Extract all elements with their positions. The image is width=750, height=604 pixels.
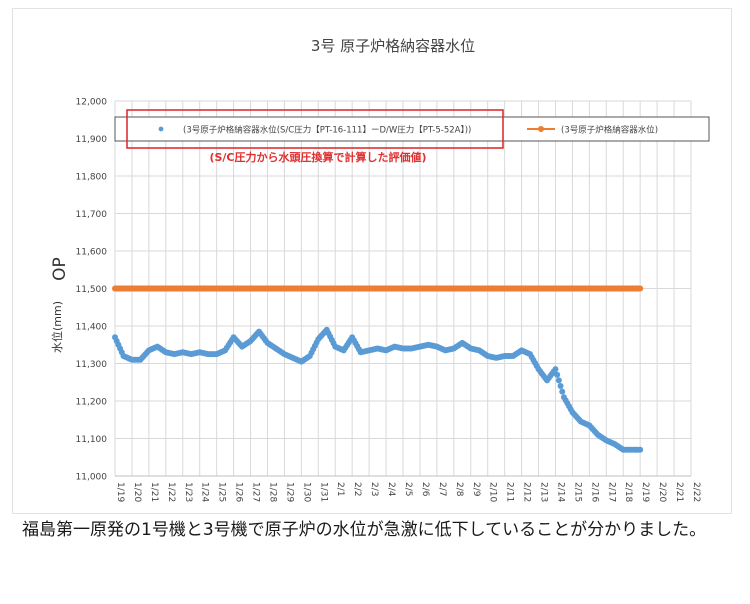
y-axis-label-unit: 水位(mm) [50, 301, 64, 353]
chart-title: 3号 原子炉格納容器水位 [311, 37, 475, 55]
x-tick-label: 1/20 [132, 482, 142, 502]
legend-highlight-box [126, 109, 504, 149]
data-point [557, 383, 564, 389]
y-axis-label-op: OP [50, 257, 70, 281]
x-tick-label: 2/9 [471, 482, 481, 497]
chart-frame: 3号 原子炉格納容器水位 11,000 11,100 11,200 11,300 11,… [12, 8, 732, 514]
x-tick-label: 2/17 [606, 482, 616, 502]
article-caption: 福島第一原発の1号機と3号機で原子炉の水位が急激に低下していることが分かりました… [22, 520, 707, 540]
y-tick-label: 11,900 [76, 135, 108, 145]
axes: 11,000 11,100 11,200 11,300 11,400 11,500 11,6… [76, 98, 702, 503]
chart-annotation: (S/C圧力から水頭圧換算で計算した評価値) [209, 150, 426, 164]
x-tick-label: 1/23 [183, 482, 193, 502]
chart-canvas: 3号 原子炉格納容器水位 11,00011,10011,20011,30011,… [50, 37, 710, 503]
y-axis-label: 水位(mm) OP [50, 257, 70, 353]
y-tick-label: 11,600 [76, 248, 108, 258]
legend: (3号原子炉格納容器水位(S/C圧力【PT-16-111】ーD/W圧力【PT-5… [114, 109, 710, 149]
x-tick-label: 2/8 [454, 482, 464, 497]
y-tick-label: 11,700 [76, 210, 108, 220]
x-tick-label: 2/18 [623, 482, 633, 502]
x-tick-label: 1/21 [149, 482, 159, 502]
x-tick-label: 2/3 [369, 482, 379, 496]
legend-label-measured: (3号原子炉格納容器水位(S/C圧力【PT-16-111】ーD/W圧力【PT-5… [183, 125, 471, 136]
x-tick-label: 2/20 [657, 482, 667, 502]
x-tick-label: 2/10 [488, 482, 498, 502]
x-tick-label: 2/16 [589, 482, 599, 502]
y-tick-label: 11,400 [76, 323, 108, 333]
x-tick-label: 2/14 [555, 482, 565, 502]
x-tick-label: 2/6 [420, 482, 430, 497]
x-tick-label: 1/28 [267, 482, 277, 502]
x-tick-label: 2/19 [640, 482, 650, 502]
x-tick-label: 1/30 [301, 482, 311, 502]
y-tick-label: 11,100 [76, 435, 108, 445]
y-tick-label: 11,500 [76, 285, 108, 295]
legend-marker-orange-dot [538, 126, 544, 132]
legend-box [114, 116, 710, 142]
x-tick-label: 2/1 [335, 482, 345, 496]
x-tick-label: 1/24 [200, 482, 210, 502]
x-tick-label: 1/31 [318, 482, 328, 502]
data-point [552, 366, 559, 373]
x-tick-label: 1/22 [166, 482, 176, 502]
data-point [637, 446, 644, 453]
x-tick-label: 2/4 [386, 482, 396, 497]
x-tick-label: 1/26 [234, 482, 244, 502]
y-tick-label: 11,000 [76, 473, 108, 483]
x-tick-label: 2/22 [691, 482, 701, 502]
x-tick-label: 2/11 [505, 482, 515, 502]
x-tick-label: 2/2 [352, 482, 362, 496]
series-layer [112, 285, 644, 453]
x-tick-label: 2/12 [522, 482, 532, 502]
data-point [554, 371, 561, 378]
x-tick-label: 2/21 [674, 482, 684, 502]
y-tick-label: 11,800 [76, 173, 108, 183]
x-tick-label: 2/15 [572, 482, 582, 502]
legend-label-water-level: (3号原子炉格納容器水位) [561, 125, 658, 136]
y-tick-label: 12,000 [76, 98, 108, 108]
x-tick-label: 1/25 [217, 482, 227, 502]
x-tick-label: 2/13 [539, 482, 549, 502]
y-tick-label: 11,200 [76, 398, 108, 408]
x-tick-label: 1/27 [251, 482, 261, 502]
legend-marker-blue [158, 126, 164, 132]
data-point [559, 388, 566, 395]
data-point [555, 377, 562, 384]
x-tick-label: 2/5 [403, 482, 413, 496]
y-tick-label: 11,300 [76, 360, 108, 370]
x-tick-label: 2/7 [437, 482, 447, 496]
x-tick-label: 1/19 [115, 482, 125, 502]
x-tick-label: 1/29 [284, 482, 294, 502]
